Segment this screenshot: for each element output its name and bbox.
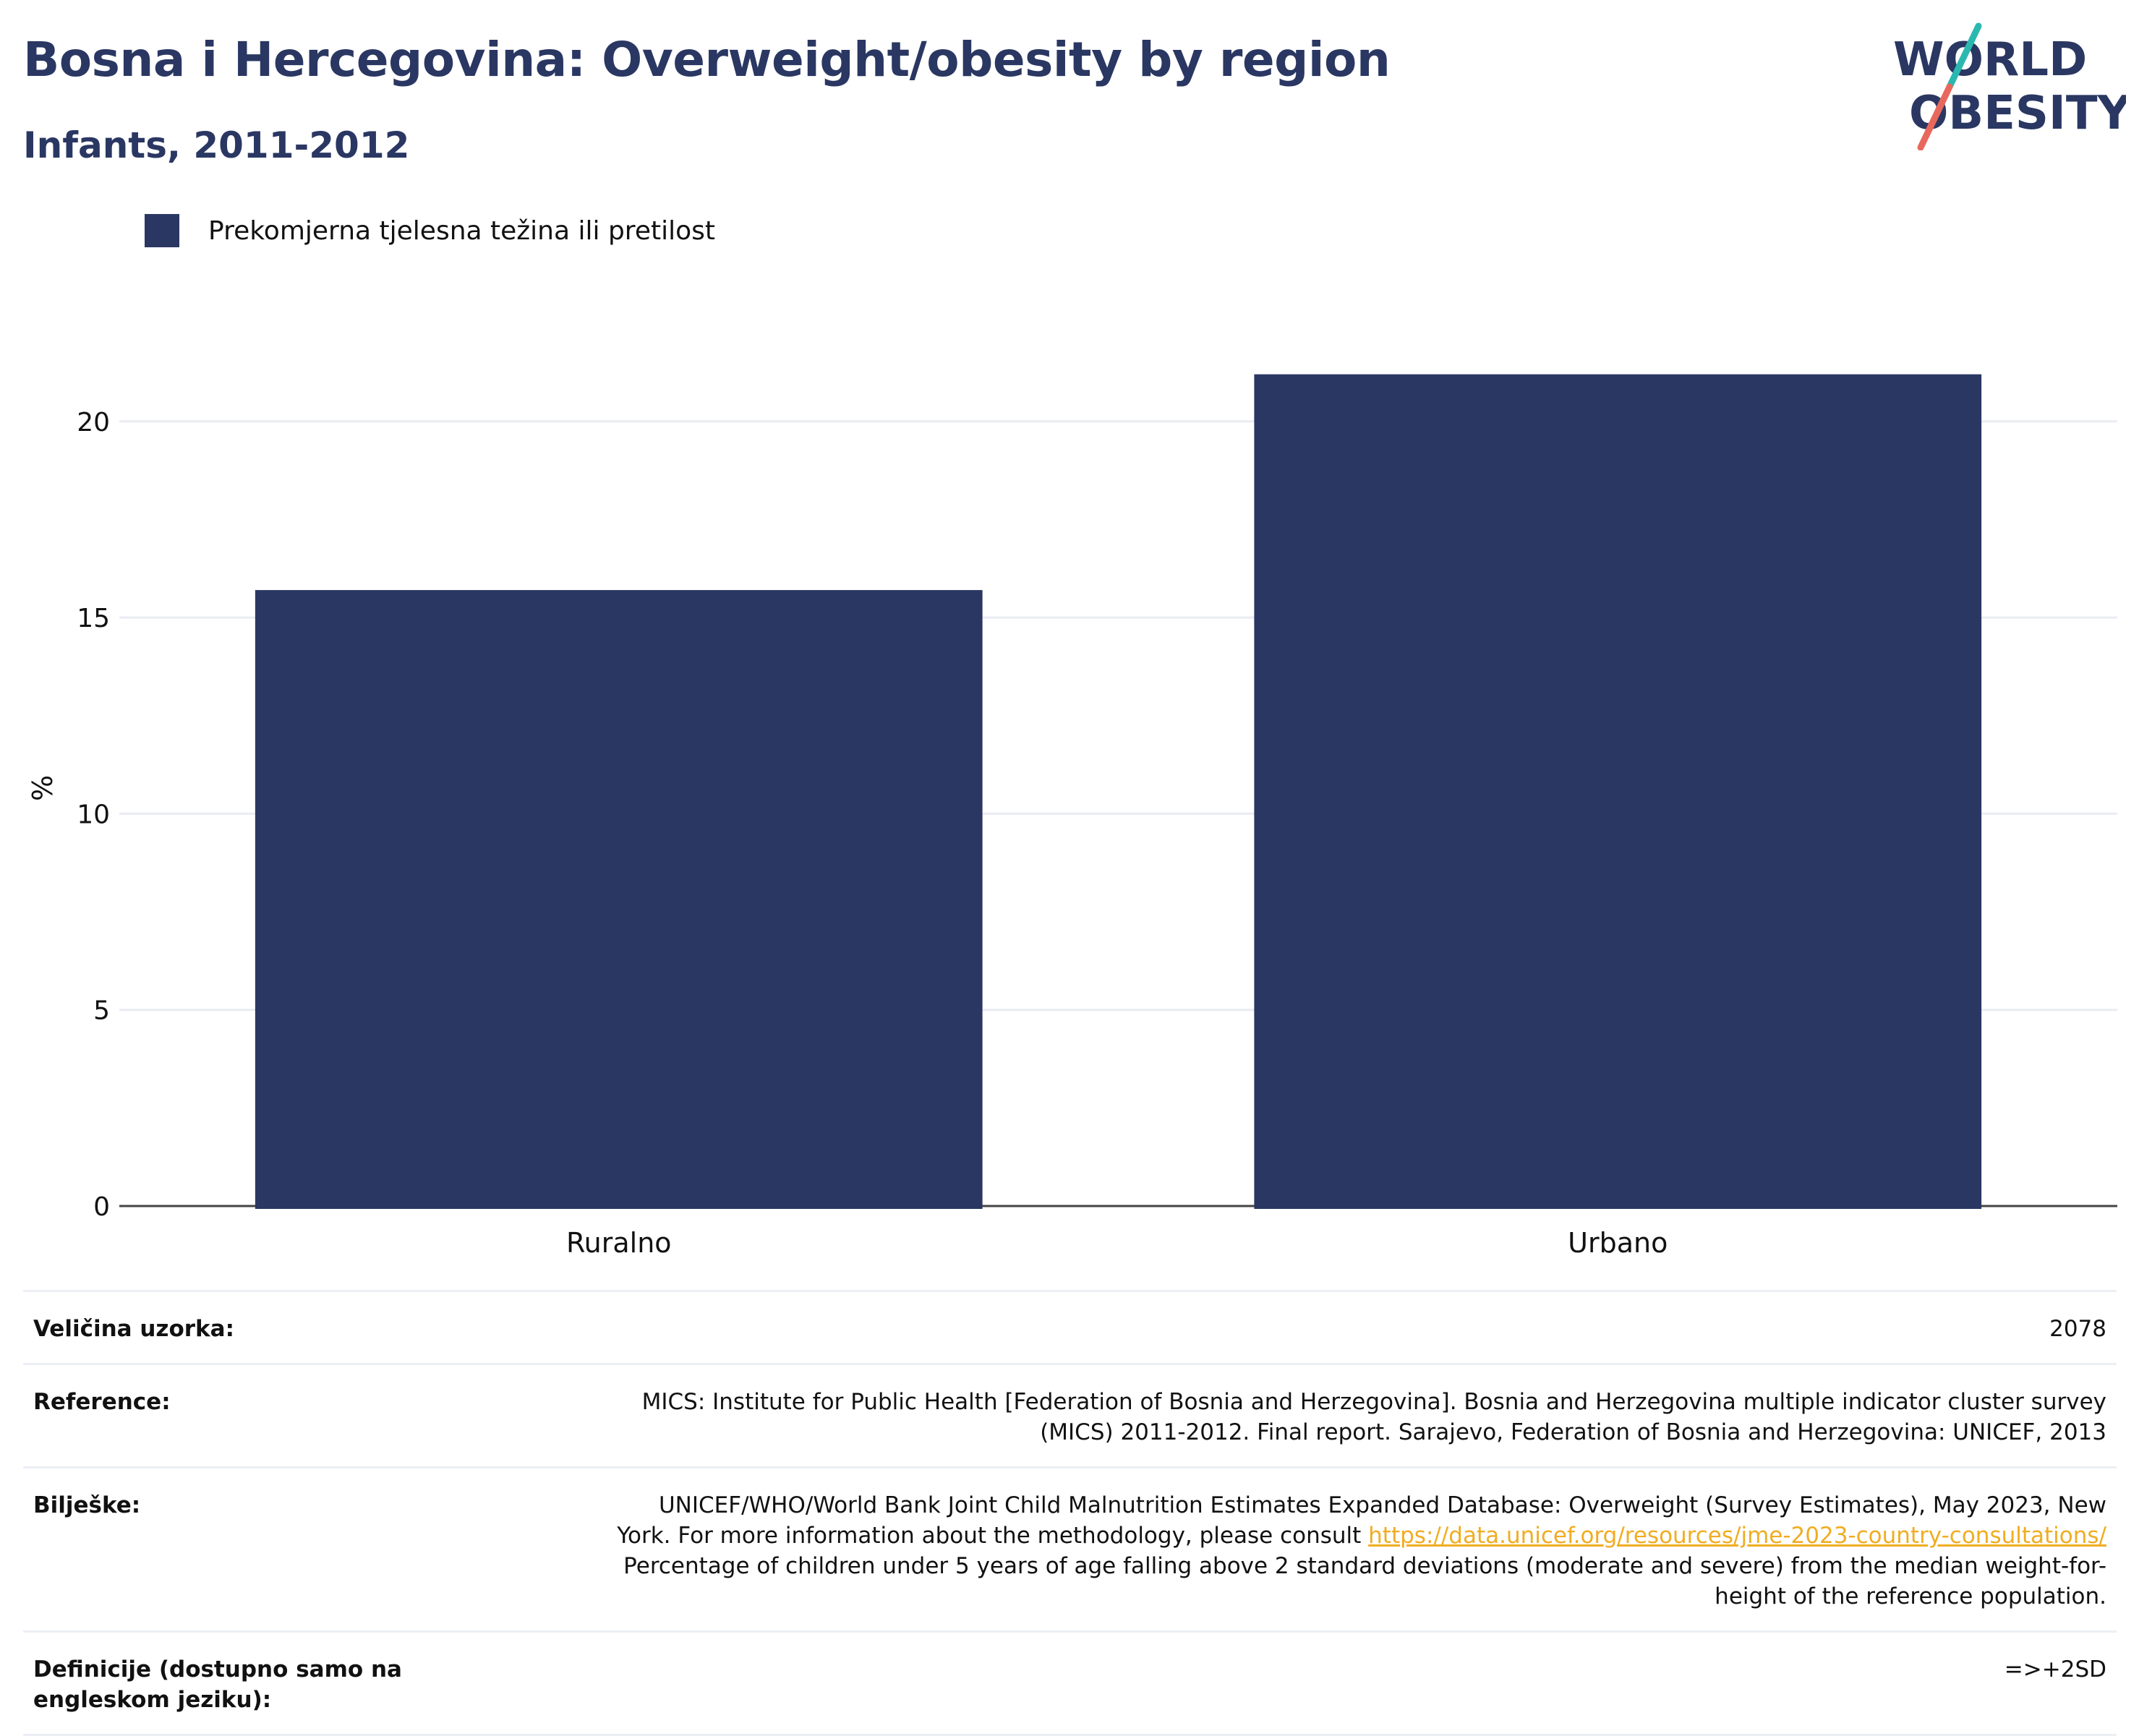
table-row-notes: Bilješke: UNICEF/WHO/World Bank Joint Ch…: [23, 1466, 2117, 1633]
y-tick-label: 15: [77, 604, 110, 633]
logo-slash-top: [1946, 22, 1982, 90]
notes-line-2-text: York. For more information about the met…: [617, 1523, 1369, 1549]
legend-swatch: [145, 214, 179, 247]
table-row-sample: Veličina uzorka: 2078: [23, 1290, 2117, 1365]
definitions-value: =>+2SD: [535, 1630, 2117, 1736]
y-tick-label: 5: [93, 996, 110, 1026]
y-tick-label: 20: [77, 408, 110, 437]
y-axis-label: %: [27, 775, 59, 801]
y-tick-labels: 0 5 10 15 20: [77, 408, 110, 1222]
bar-ruralno: [255, 590, 983, 1209]
notes-value: UNICEF/WHO/World Bank Joint Child Malnut…: [535, 1466, 2117, 1633]
sample-size-label: Veličina uzorka:: [23, 1290, 535, 1365]
x-tick-label: Urbano: [1568, 1227, 1668, 1259]
notes-line-1: UNICEF/WHO/World Bank Joint Child Malnut…: [658, 1492, 2106, 1518]
definitions-label: Definicije (dostupno samo na engleskom j…: [23, 1630, 535, 1736]
notes-line-2: York. For more information about the met…: [545, 1521, 2106, 1551]
legend-label: Prekomjerna tjelesna težina ili pretilos…: [208, 215, 715, 246]
logo-slash-bottom: [1917, 83, 1953, 150]
bar-urbano: [1254, 374, 1982, 1209]
page-title: Bosna i Hercegovina: Overweight/obesity …: [23, 32, 1391, 87]
table-row-reference: Reference: MICS: Institute for Public He…: [23, 1363, 2117, 1468]
reference-value: MICS: Institute for Public Health [Feder…: [535, 1363, 2117, 1468]
notes-line-4: height of the reference population.: [1715, 1583, 2106, 1609]
notes-label: Bilješke:: [23, 1466, 535, 1633]
y-tick-label: 10: [77, 800, 110, 829]
methodology-link[interactable]: https://data.unicef.org/resources/jme-20…: [1368, 1523, 2106, 1549]
table-row-definitions: Definicije (dostupno samo na engleskom j…: [23, 1630, 2117, 1736]
reference-line-1: MICS: Institute for Public Health [Feder…: [641, 1389, 2106, 1415]
x-tick-labels: Ruralno Urbano: [566, 1227, 1668, 1259]
bars: [255, 374, 1982, 1209]
page-subtitle: Infants, 2011-2012: [23, 124, 410, 166]
notes-line-3: Percentage of children under 5 years of …: [623, 1553, 2106, 1579]
legend[interactable]: Prekomjerna tjelesna težina ili pretilos…: [145, 214, 715, 247]
reference-line-2: (MICS) 2011-2012. Final report. Sarajevo…: [1040, 1419, 2106, 1445]
info-table: Veličina uzorka: 2078 Reference: MICS: I…: [23, 1290, 2117, 1736]
reference-label: Reference:: [23, 1363, 535, 1468]
sample-size-value: 2078: [535, 1290, 2117, 1365]
logo-text-world: WORLD: [1893, 33, 2087, 87]
bar-chart: 0 5 10 15 20 Ruralno Urbano %: [27, 374, 2117, 1259]
y-tick-label: 0: [93, 1192, 110, 1222]
world-obesity-logo: WORLD OBESITY: [1893, 22, 2126, 150]
x-tick-label: Ruralno: [566, 1227, 672, 1259]
